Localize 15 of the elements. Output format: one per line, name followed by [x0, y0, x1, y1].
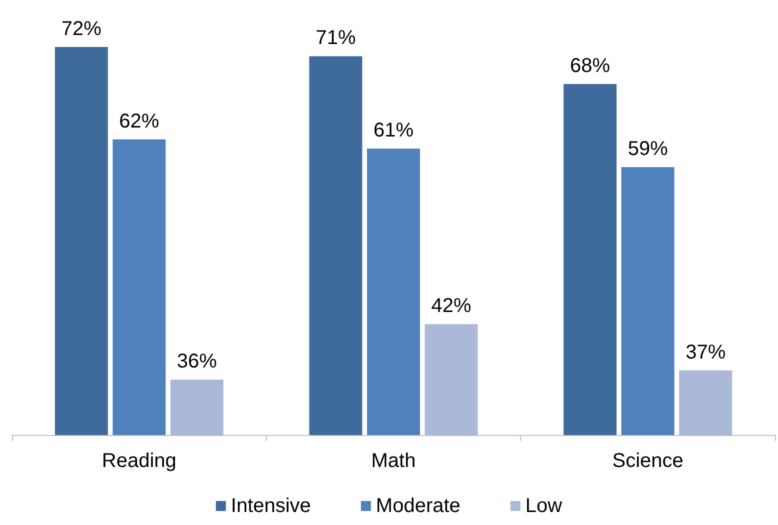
data-label: 37%: [686, 341, 726, 364]
x-tick-label: Math: [371, 450, 416, 472]
data-label: 61%: [373, 120, 414, 142]
legend-label: Low: [525, 495, 563, 517]
x-tick-label: Science: [612, 450, 684, 472]
legend-label: Intensive: [230, 495, 311, 517]
data-label: 59%: [628, 138, 668, 160]
data-label: 36%: [176, 350, 218, 373]
data-label: 62%: [119, 110, 160, 132]
data-label: 71%: [316, 27, 356, 50]
x-tick-label: Reading: [102, 450, 176, 472]
data-label: 42%: [431, 295, 472, 318]
data-label: 72%: [61, 18, 102, 40]
legend-label: Moderate: [376, 495, 460, 517]
data-label: 68%: [570, 54, 610, 77]
